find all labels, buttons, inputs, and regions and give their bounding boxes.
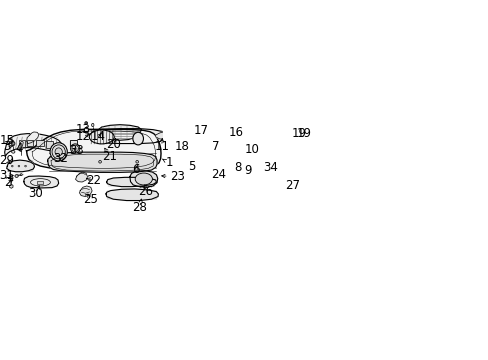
Ellipse shape: [84, 122, 87, 124]
Bar: [27, 140, 33, 146]
Ellipse shape: [55, 148, 62, 156]
Ellipse shape: [25, 165, 26, 167]
Text: 13: 13: [75, 123, 90, 136]
Text: 16: 16: [228, 126, 243, 139]
Ellipse shape: [15, 175, 18, 177]
Text: 6: 6: [132, 163, 139, 176]
Polygon shape: [130, 171, 158, 187]
Ellipse shape: [12, 141, 15, 145]
Polygon shape: [80, 186, 92, 197]
Ellipse shape: [91, 123, 94, 127]
Text: 29: 29: [0, 154, 14, 167]
Bar: [37, 181, 43, 184]
Ellipse shape: [133, 132, 143, 145]
Ellipse shape: [237, 147, 241, 150]
Polygon shape: [106, 177, 156, 186]
Text: 18: 18: [174, 140, 189, 153]
Ellipse shape: [89, 130, 114, 144]
Ellipse shape: [163, 139, 168, 143]
Ellipse shape: [12, 143, 14, 145]
Text: 17: 17: [194, 124, 208, 137]
Polygon shape: [5, 134, 61, 156]
Ellipse shape: [50, 143, 67, 161]
Ellipse shape: [85, 122, 87, 124]
Text: 9: 9: [244, 163, 252, 176]
Ellipse shape: [244, 148, 247, 153]
Polygon shape: [24, 176, 59, 188]
Polygon shape: [190, 169, 213, 183]
Text: 1: 1: [165, 156, 172, 169]
Ellipse shape: [100, 131, 103, 133]
Text: 34: 34: [263, 161, 278, 174]
Polygon shape: [7, 160, 35, 172]
Polygon shape: [186, 130, 208, 141]
Polygon shape: [48, 152, 157, 172]
Text: 30: 30: [28, 188, 42, 201]
Ellipse shape: [10, 176, 13, 180]
Bar: [84, 128, 88, 131]
Ellipse shape: [136, 161, 138, 163]
Ellipse shape: [230, 147, 235, 153]
Text: 32: 32: [53, 152, 68, 165]
Text: 23: 23: [170, 170, 184, 183]
Ellipse shape: [12, 150, 15, 153]
Bar: [37, 140, 43, 146]
Ellipse shape: [70, 144, 80, 153]
Bar: [19, 140, 25, 147]
Text: 19: 19: [296, 127, 311, 140]
Bar: [69, 140, 77, 146]
Ellipse shape: [20, 174, 22, 176]
Text: 4: 4: [15, 142, 22, 156]
Polygon shape: [19, 141, 23, 149]
Text: 21: 21: [102, 150, 117, 163]
Ellipse shape: [18, 165, 20, 167]
Text: 28: 28: [132, 201, 147, 214]
Text: 24: 24: [211, 168, 225, 181]
Ellipse shape: [237, 139, 241, 143]
Bar: [46, 141, 53, 148]
Text: 10: 10: [244, 143, 259, 156]
Text: 2: 2: [4, 176, 12, 189]
Ellipse shape: [52, 145, 65, 159]
Text: 5: 5: [187, 159, 195, 172]
Polygon shape: [98, 125, 141, 140]
Text: 7: 7: [211, 140, 219, 153]
Text: 15: 15: [0, 134, 14, 147]
Polygon shape: [26, 132, 39, 144]
Polygon shape: [273, 156, 285, 175]
Polygon shape: [240, 152, 259, 172]
Polygon shape: [76, 172, 87, 182]
Ellipse shape: [135, 173, 152, 185]
Ellipse shape: [244, 149, 246, 152]
Polygon shape: [155, 132, 172, 139]
Ellipse shape: [214, 122, 216, 124]
Text: 33: 33: [69, 144, 84, 157]
Text: 27: 27: [284, 180, 299, 193]
Ellipse shape: [195, 162, 198, 164]
Text: 12: 12: [75, 130, 90, 143]
Polygon shape: [106, 189, 158, 201]
Text: 8: 8: [233, 161, 241, 174]
Polygon shape: [26, 129, 161, 170]
Text: 14: 14: [91, 130, 106, 143]
Text: 19: 19: [291, 127, 305, 140]
Text: 26: 26: [138, 185, 153, 198]
Text: 20: 20: [106, 138, 121, 151]
Ellipse shape: [99, 161, 101, 163]
Bar: [100, 133, 104, 137]
Ellipse shape: [195, 152, 198, 156]
Ellipse shape: [11, 165, 13, 167]
Polygon shape: [225, 122, 257, 137]
Ellipse shape: [232, 149, 234, 152]
Text: 31: 31: [0, 168, 14, 181]
Text: 3: 3: [3, 140, 10, 153]
Bar: [244, 160, 253, 167]
Text: 22: 22: [86, 174, 102, 187]
Text: 25: 25: [83, 193, 98, 206]
Text: 11: 11: [154, 140, 169, 153]
Polygon shape: [89, 129, 166, 144]
